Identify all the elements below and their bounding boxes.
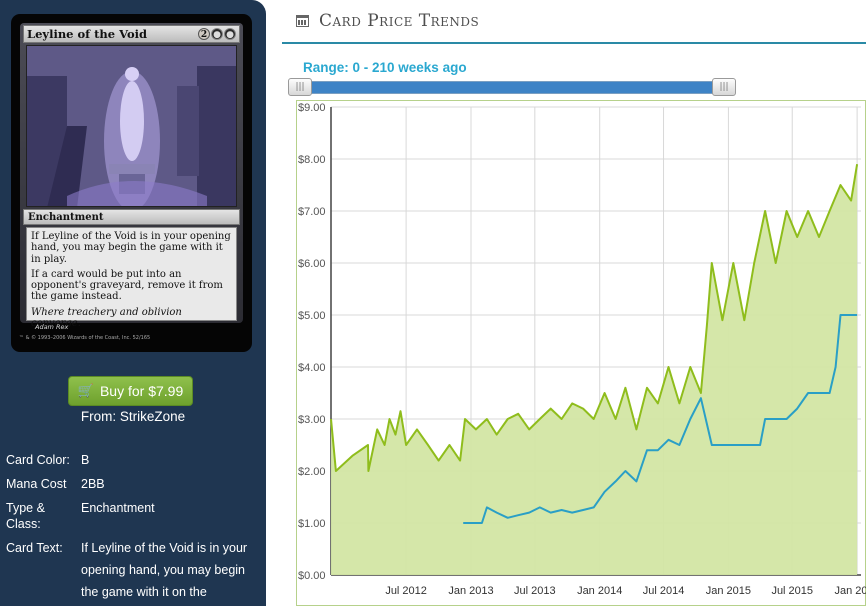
calendar-icon bbox=[296, 15, 309, 27]
detail-value: Enchantment bbox=[81, 501, 155, 515]
card-name: Leyline of the Void bbox=[27, 27, 148, 41]
title-divider bbox=[282, 42, 866, 44]
price-chart: $0.00 $1.00 $2.00 $3.00 $4.00 $5.00 $6.00 $7.00… bbox=[296, 100, 866, 606]
x-tick-label: Jul 2013 bbox=[514, 585, 556, 597]
panel-title-text: Card Price Trends bbox=[319, 11, 480, 31]
card-rules-text: If a card would be put into an opponent'… bbox=[31, 268, 223, 303]
mana-symbol-black: ● bbox=[224, 28, 236, 40]
series-line-0 bbox=[330, 164, 859, 472]
card-flavor-text: Where treachery and oblivion converge. bbox=[31, 306, 182, 330]
detail-row-mana-cost: Mana Cost 2BB bbox=[6, 476, 261, 492]
x-tick-label: Jan 2015 bbox=[706, 585, 751, 597]
seller-name: From: StrikeZone bbox=[80, 409, 186, 424]
detail-row-color: Card Color: B bbox=[6, 452, 261, 468]
mana-cost-symbols: 2 ● ● bbox=[198, 28, 236, 40]
card-rules-text: If Leyline of the Void is in your openin… bbox=[31, 231, 231, 265]
range-slider-handle-end[interactable]: ||| bbox=[712, 78, 736, 96]
panel-title: Card Price Trends bbox=[296, 11, 479, 31]
shopping-cart-icon: 🛒 bbox=[77, 383, 94, 398]
y-tick-label: $5.00 bbox=[298, 310, 326, 322]
y-tick-label: $4.00 bbox=[298, 362, 326, 374]
y-tick-label: $1.00 bbox=[298, 518, 326, 530]
card-artist: Adam Rex bbox=[35, 323, 69, 331]
y-tick-label: $8.00 bbox=[298, 154, 326, 166]
y-tick-label: $7.00 bbox=[298, 206, 326, 218]
series-area-0 bbox=[331, 164, 858, 575]
range-label: Range: 0 - 210 weeks ago bbox=[303, 60, 467, 75]
detail-label: Mana Cost bbox=[6, 477, 67, 491]
detail-value: If Leyline of the Void is in your openin… bbox=[81, 541, 248, 599]
x-tick-label: Jan 2016 bbox=[834, 585, 866, 597]
card-details: Card Color: B Mana Cost 2BB Type & Class… bbox=[6, 452, 261, 606]
detail-value: 2BB bbox=[81, 477, 105, 491]
detail-value: B bbox=[81, 453, 90, 467]
card-artwork-illustration bbox=[27, 46, 236, 206]
x-tick-label: Jul 2014 bbox=[643, 585, 685, 597]
card-sidebar: Leyline of the Void 2 ● ● bbox=[0, 0, 266, 606]
detail-label: Card Text: bbox=[6, 541, 63, 555]
card-type-line: Enchantment bbox=[23, 209, 240, 225]
mana-symbol-generic: 2 bbox=[198, 28, 210, 40]
y-tick-label: $3.00 bbox=[298, 414, 326, 426]
series-line-1 bbox=[463, 314, 858, 524]
mana-symbol-black: ● bbox=[211, 28, 223, 40]
card-frame: Leyline of the Void 2 ● ● bbox=[20, 23, 243, 329]
price-chart-svg: $0.00 $1.00 $2.00 $3.00 $4.00 $5.00 $6.00 $7.00… bbox=[298, 102, 866, 597]
x-tick-label: Jan 2014 bbox=[577, 585, 622, 597]
range-slider-track[interactable] bbox=[289, 81, 736, 94]
y-tick-label: $2.00 bbox=[298, 466, 326, 478]
x-tick-label: Jan 2013 bbox=[448, 585, 493, 597]
buy-button-label: Buy for $7.99 bbox=[99, 383, 184, 399]
card-image: Leyline of the Void 2 ● ● bbox=[11, 14, 252, 352]
range-slider-handle-start[interactable]: ||| bbox=[288, 78, 312, 96]
card-artwork bbox=[26, 45, 237, 207]
card-copyright: ™ & © 1993–2006 Wizards of the Coast, In… bbox=[19, 335, 151, 341]
buy-button[interactable]: 🛒 Buy for $7.99 bbox=[68, 376, 193, 406]
card-title-bar: Leyline of the Void 2 ● ● bbox=[23, 25, 240, 43]
y-tick-label: $0.00 bbox=[298, 570, 326, 582]
x-tick-label: Jul 2015 bbox=[771, 585, 813, 597]
y-tick-label: $6.00 bbox=[298, 258, 326, 270]
detail-label: Type & Class: bbox=[6, 501, 45, 531]
detail-row-card-text: Card Text: If Leyline of the Void is in … bbox=[6, 540, 261, 606]
detail-row-type: Type & Class: Enchantment bbox=[6, 500, 261, 532]
y-tick-label: $9.00 bbox=[298, 102, 326, 114]
x-tick-label: Jul 2012 bbox=[385, 585, 427, 597]
detail-label: Card Color: bbox=[6, 453, 70, 467]
card-rules-box: If Leyline of the Void is in your openin… bbox=[26, 227, 237, 329]
